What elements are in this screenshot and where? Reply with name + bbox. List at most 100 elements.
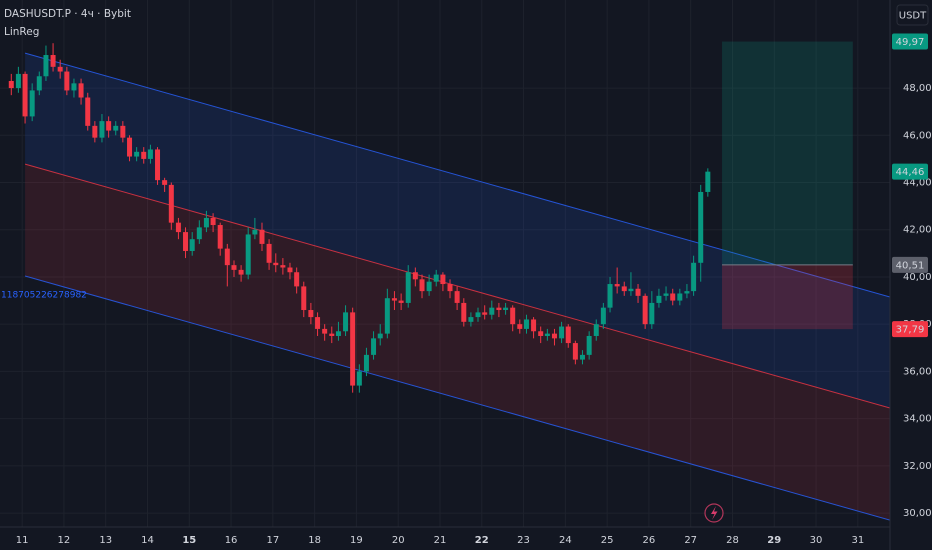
position-target-zone [722, 41, 853, 265]
candle-body [189, 239, 195, 251]
candle-body [329, 333, 335, 336]
x-tick-label: 16 [225, 535, 238, 546]
candle-body [468, 317, 474, 322]
candle-body [649, 302, 655, 325]
price-tag-label: 37,79 [896, 325, 925, 336]
candle-body [593, 324, 599, 336]
candle-body [99, 121, 105, 138]
x-tick-label: 19 [350, 535, 363, 546]
candle-body [120, 125, 126, 138]
candle-body [343, 312, 349, 332]
candle-body [642, 295, 648, 325]
candle-body [231, 265, 237, 270]
x-tick-label: 31 [851, 535, 864, 546]
candle-body [489, 307, 495, 315]
candle-body [183, 232, 189, 251]
y-tick-label: 48,00 [903, 83, 932, 94]
x-tick-label: 18 [308, 535, 321, 546]
candle-body [635, 288, 641, 296]
candle-body [523, 319, 529, 329]
position-stop-zone [722, 264, 853, 330]
x-tick-label: 25 [601, 535, 614, 546]
candle-body [224, 248, 230, 266]
candle-body [607, 284, 613, 308]
candle-body [377, 333, 383, 339]
candle-body [461, 302, 467, 322]
y-tick-label: 40,00 [903, 272, 932, 283]
candle-body [551, 333, 557, 339]
candle-body [15, 73, 21, 89]
candle-body [482, 312, 488, 315]
candle-body [50, 55, 56, 67]
price-tag [892, 321, 928, 338]
x-tick-label: 22 [475, 535, 489, 546]
candle-body [141, 151, 147, 159]
candle-body [168, 184, 174, 223]
candle-body [294, 272, 300, 287]
channel-lower [24, 275, 891, 521]
x-tick-label: 30 [810, 535, 823, 546]
candle-body [71, 83, 77, 91]
x-tick-label: 17 [266, 535, 279, 546]
candle-body [252, 229, 258, 235]
symbol[interactable]: DASHUSDT.P · 4ч · Bybit [4, 8, 131, 20]
candle-body [572, 343, 578, 360]
x-tick-label: 23 [517, 535, 530, 546]
candle-body [245, 234, 251, 275]
x-tick-label: 27 [684, 535, 697, 546]
candle-body [614, 284, 620, 287]
candle-body [8, 80, 14, 89]
candle-body [36, 76, 42, 91]
indicator-name[interactable]: LinReg [4, 26, 39, 38]
candle-body [600, 307, 606, 325]
currency-box[interactable] [896, 4, 929, 26]
x-tick-label: 11 [16, 535, 29, 546]
candle-body [196, 227, 202, 240]
candle-body [496, 307, 502, 311]
candle-body [266, 243, 272, 263]
y-tick-label: 34,00 [903, 414, 932, 425]
candle-body [350, 312, 356, 386]
candle-body [335, 331, 341, 336]
candle-body [315, 317, 321, 329]
candle-body [92, 125, 98, 138]
candle-body [670, 293, 676, 301]
candle-body [391, 298, 397, 301]
alert-icon[interactable] [704, 503, 724, 523]
candle-body [405, 272, 411, 303]
price-tag [892, 33, 928, 50]
candle-body [217, 225, 223, 249]
candle-body [656, 295, 662, 303]
candle-body [586, 335, 592, 355]
candle-body [273, 262, 279, 266]
candle-body [510, 307, 516, 325]
x-tick-label: 21 [434, 535, 447, 546]
candle-body [412, 272, 418, 280]
x-tick-label: 24 [559, 535, 572, 546]
x-tick-label: 20 [392, 535, 405, 546]
candle-body [433, 274, 439, 282]
channel-upper-fill [25, 53, 890, 408]
candle-body [684, 291, 690, 294]
price-tag-label: 40,51 [896, 260, 925, 271]
candle-body [663, 293, 669, 296]
candle-body [544, 333, 550, 336]
candle-body [280, 265, 286, 268]
candle-body [210, 217, 216, 226]
candle-body [106, 121, 112, 131]
currency: USDT [899, 11, 927, 22]
candle-body [147, 149, 153, 159]
candle-body [175, 222, 181, 233]
candle-body [705, 171, 711, 192]
price-tag-label: 44,46 [896, 167, 925, 178]
candle-body [57, 66, 63, 72]
candle-body [22, 73, 28, 117]
x-tick-label: 14 [141, 535, 154, 546]
x-tick-label: 29 [767, 535, 781, 546]
candle-body [398, 300, 404, 303]
candle-body [475, 312, 481, 318]
y-tick-label: 30,00 [903, 508, 932, 519]
candle-body [698, 191, 704, 263]
candle-body [238, 269, 244, 275]
